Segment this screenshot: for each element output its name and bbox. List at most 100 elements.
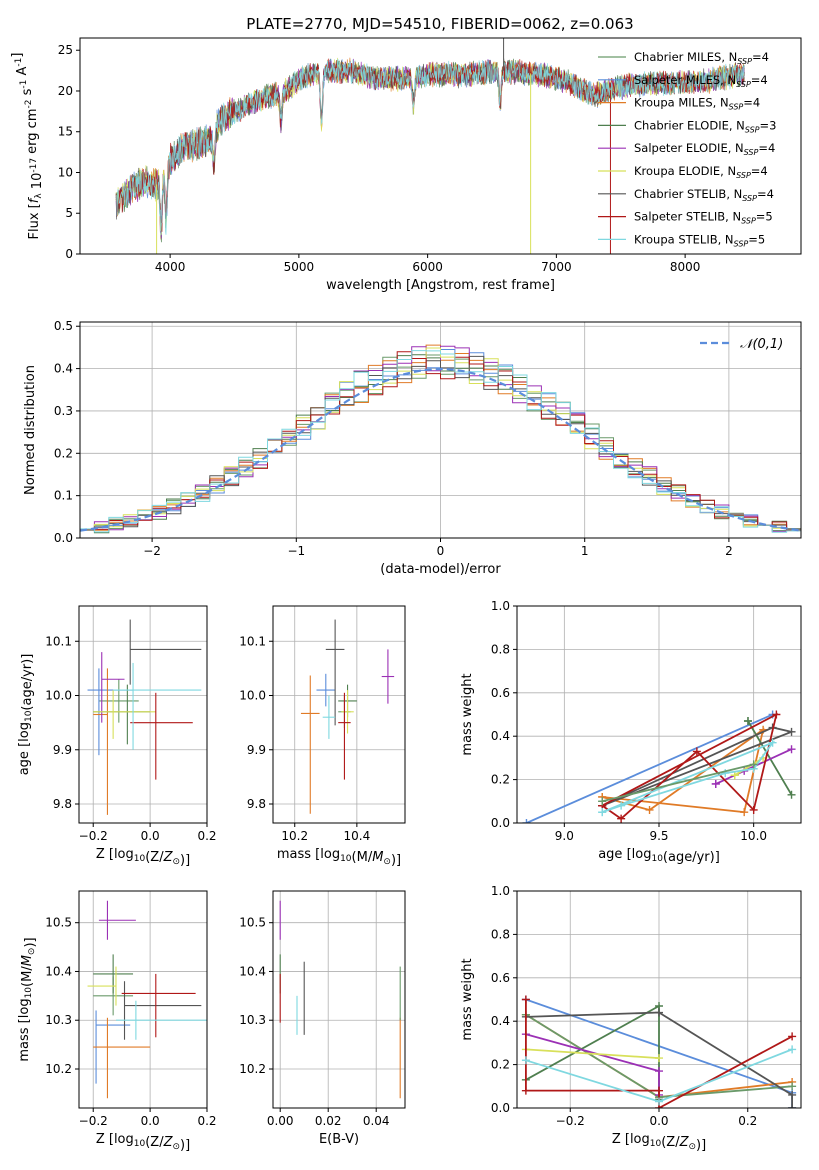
x-tick-label: 7000 [541,260,572,274]
y-tick-label: 10.3 [45,1013,72,1027]
weight-line-kroupa-elodie [525,1048,660,1059]
spectrum-line-kroupa-stelib [115,58,745,236]
y-tick-label: 10.4 [239,964,266,978]
weight-marker-salpeter-stelib [772,710,781,719]
weight-marker-salpeter-elodie [655,1067,663,1076]
weight-marker-kroupa-stelib [617,801,626,810]
x-tick-label: 10.0 [740,829,767,843]
y-tick-label: 9.9 [247,743,266,757]
weight-marker-chabrier-stelib [788,1104,797,1108]
x-tick-label: 6000 [412,260,443,274]
legend-label-kroupa-miles: Kroupa MILES, NSSP=4 [634,96,760,112]
y-tick-label: 0.2 [491,773,510,787]
weight-marker-chabrier-miles [749,760,758,769]
plot-area [521,995,797,1108]
weight-marker-kroupa-stelib [768,738,777,747]
plot-area [80,344,801,534]
legend-label-salpeter-miles: Salpeter MILES, NSSP=4 [634,73,768,89]
weight-line-chabrier-elodie [747,720,793,796]
plot-area [522,710,796,823]
x-axis-label: Z [log10(Z/Z⊙)] [96,847,190,868]
x-axis-label: wavelength [Angstrom, rest frame] [326,278,555,293]
weight-marker-chabrier-elodie [743,717,752,726]
axes-frame [78,605,208,824]
spectrum-panel: 4000 5000 6000 7000 8000 0 5 10 15 20 25 wavelength… [10,37,802,293]
x-tick-label: 0.0 [649,1114,668,1128]
x-axis-label: age [log10(age/yr)] [598,847,720,865]
weight-marker-salpeter-elodie [711,779,720,788]
weight-marker-salpeter-stelib [788,1032,797,1041]
y-tick-label: 0.1 [54,489,73,503]
weight-marker-kroupa-elodie [655,1054,663,1063]
x-tick-label: −0.2 [556,1114,585,1128]
y-tick-label: 0.4 [491,729,510,743]
x-tick-label: −2 [143,544,161,558]
residual-histogram-panel: −2 −1 0 1 2 0.0 0.1 0.2 0.3 0.4 0.5 (data-model)/er… [23,319,802,577]
y-tick-label: 20 [58,84,73,98]
y-tick-label: 0.2 [491,1058,510,1072]
y-tick-label: 9.8 [53,797,72,811]
y-tick-label: 15 [58,125,73,139]
plot-area [115,38,745,254]
x-tick-label: 10.2 [281,829,308,843]
y-tick-label: 0.6 [491,686,510,700]
y-tick-label: 10.1 [45,634,72,648]
x-tick-label: 1 [581,544,589,558]
y-tick-label: 0.0 [491,816,510,830]
y-tick-label: 1.0 [491,884,510,898]
weight-marker-salpeter-stelib [521,995,530,1004]
weight-marker-chabrier-stelib [655,1008,663,1017]
axes-frame [272,605,406,824]
age-vs-metallicity-panel: −0.2 0.0 0.2 9.8 9.9 10.0 10.1 Z [log10(Z/Z⊙)] a… [17,605,217,868]
y-tick-label: 10 [58,165,73,179]
weight-marker-kroupa-stelib [598,808,607,817]
weight-marker-salpeter-elodie [787,745,796,754]
y-tick-label: 10.4 [45,964,72,978]
y-tick-label: 0.4 [54,362,73,376]
weight-marker-salpeter-stelib [617,814,626,823]
histogram-salpeter-stelib [80,351,801,532]
plot-area [300,619,395,814]
x-tick-label: 0.0 [141,1114,160,1128]
histogram-kroupa-stelib [80,350,801,533]
weight-marker-kroupa-stelib [788,1045,797,1054]
normal-reference-curve [80,367,801,532]
y-tick-label: 0.6 [491,971,510,985]
y-tick-label: 10.5 [45,916,72,930]
weight-marker-chabrier-miles [598,797,607,806]
weight-marker-chabrier-stelib [788,1090,797,1099]
plot-area [87,900,207,1099]
x-axis-label: Z [log10(Z/Z⊙)] [612,1132,706,1153]
y-tick-label: 0.5 [54,319,73,333]
weight-marker-salpeter-stelib [655,1086,663,1095]
y-tick-label: 9.9 [53,743,72,757]
x-tick-label: 9.0 [555,829,574,843]
x-tick-label: 9.5 [649,829,668,843]
y-tick-label: 0.3 [54,404,73,418]
y-axis-label: Normed distribution [23,365,38,495]
y-tick-label: 10.3 [239,1013,266,1027]
x-axis-label: mass [log10(M/M⊙)] [277,847,401,868]
legend-label-salpeter-stelib: Salpeter STELIB, NSSP=5 [634,210,773,226]
y-tick-label: 10.2 [45,1062,72,1076]
x-tick-label: 0.2 [197,1114,216,1128]
histogram-salpeter-elodie [80,345,801,532]
y-tick-label: 0 [65,247,73,261]
legend-label-chabrier-miles: Chabrier MILES, NSSP=4 [634,50,769,66]
x-tick-label: −0.2 [79,1114,108,1128]
y-tick-label: 25 [58,43,73,57]
y-axis-label: mass weight [460,673,475,755]
x-tick-label: 0.0 [141,829,160,843]
weight-marker-kroupa-elodie [730,771,739,780]
weight-line-chabrier-stelib [601,726,795,807]
y-axis-label: mass [log10(M/M⊙)] [17,937,38,1061]
x-tick-label: 0.2 [738,1114,757,1128]
figure-title: PLATE=2770, MJD=54510, FIBERID=0062, z=0… [246,15,633,33]
x-tick-label: 8000 [670,260,701,274]
weight-line-kroupa-stelib [601,740,776,813]
legend-label-normal: 𝒩(0,1) [740,337,783,352]
x-axis-label: (data-model)/error [380,562,501,577]
x-tick-label: 10.4 [343,829,370,843]
y-tick-label: 0.0 [54,531,73,545]
